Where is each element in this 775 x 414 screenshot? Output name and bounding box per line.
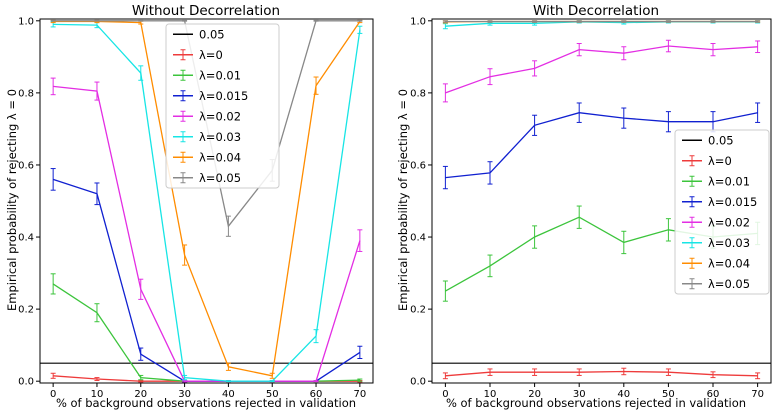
legend-label: λ=0.015 <box>199 89 248 103</box>
y-tick-label: 0.4 <box>18 233 34 244</box>
legend-label: λ=0.015 <box>708 195 757 209</box>
x-tick-label: 0 <box>442 389 448 400</box>
legend-label: λ=0.05 <box>199 171 241 185</box>
x-tick-label: 0 <box>50 389 56 400</box>
series-line <box>445 112 758 179</box>
legend-label: λ=0.04 <box>708 256 750 270</box>
x-tick-label: 20 <box>528 389 541 400</box>
series-line <box>53 20 361 377</box>
legend-label: λ=0 <box>199 48 223 62</box>
legend-label: λ=0.02 <box>708 215 750 229</box>
legend-label: λ=0 <box>708 154 732 168</box>
legend-label: λ=0.01 <box>708 174 750 188</box>
y-tick-label: 0.0 <box>18 377 34 388</box>
series-line <box>52 178 361 382</box>
legend-label: 0.05 <box>708 133 734 147</box>
legend-label: λ=0.03 <box>708 236 750 250</box>
y-tick-label: 0.8 <box>410 88 426 99</box>
x-tick-label: 40 <box>222 389 235 400</box>
legend-label: λ=0.02 <box>199 109 241 123</box>
x-tick-label: 10 <box>484 389 497 400</box>
x-tick-label: 30 <box>178 389 191 400</box>
y-axis-label: Empirical probability of rejecting λ = 0 <box>396 89 410 311</box>
y-tick-label: 1.0 <box>18 16 34 27</box>
plot-frame <box>39 18 374 384</box>
y-tick-label: 0.4 <box>410 233 426 244</box>
series-line <box>53 85 361 382</box>
x-tick-label: 10 <box>91 389 104 400</box>
x-axis-label: % of background observations rejected in… <box>446 396 746 410</box>
legend-label: λ=0.04 <box>199 150 241 164</box>
y-tick-label: 1.0 <box>410 16 426 27</box>
x-tick-label: 20 <box>134 389 147 400</box>
y-tick-label: 0.6 <box>410 160 426 171</box>
y-tick-label: 0.6 <box>18 160 34 171</box>
legend-label: λ=0.03 <box>199 130 241 144</box>
x-tick-label: 60 <box>310 389 323 400</box>
y-tick-label: 0.2 <box>18 305 34 316</box>
series-line <box>53 23 361 382</box>
legend-box <box>674 129 770 295</box>
series-line <box>445 370 758 377</box>
legend-label: λ=0.05 <box>708 277 750 291</box>
chart-title: Without Decorrelation <box>132 3 280 19</box>
x-tick-label: 30 <box>573 389 586 400</box>
series-line <box>445 45 758 94</box>
panel-with-decorrelation: With Decorrelation Empirical probability… <box>396 3 772 410</box>
legend-label: λ=0.01 <box>199 68 241 82</box>
legend-box <box>165 23 280 189</box>
x-axis-label: % of background observations rejected in… <box>56 396 356 410</box>
x-tick-label: 70 <box>353 389 366 400</box>
x-tick-label: 70 <box>751 389 764 400</box>
y-tick-label: 0.2 <box>410 305 426 316</box>
y-tick-label: 0.8 <box>18 88 34 99</box>
panel-without-decorrelation: Without Decorrelation Empirical probabil… <box>5 3 374 410</box>
x-tick-label: 60 <box>707 389 720 400</box>
y-tick-label: 0.0 <box>410 377 426 388</box>
x-tick-label: 50 <box>266 389 279 400</box>
plot-frame <box>431 18 772 384</box>
x-tick-label: 40 <box>617 389 630 400</box>
legend-label: 0.05 <box>199 27 225 41</box>
series-line <box>52 283 360 382</box>
x-tick-label: 50 <box>662 389 675 400</box>
chart-title: With Decorrelation <box>533 3 659 19</box>
y-axis-label: Empirical probability of rejecting λ = 0 <box>5 89 19 311</box>
